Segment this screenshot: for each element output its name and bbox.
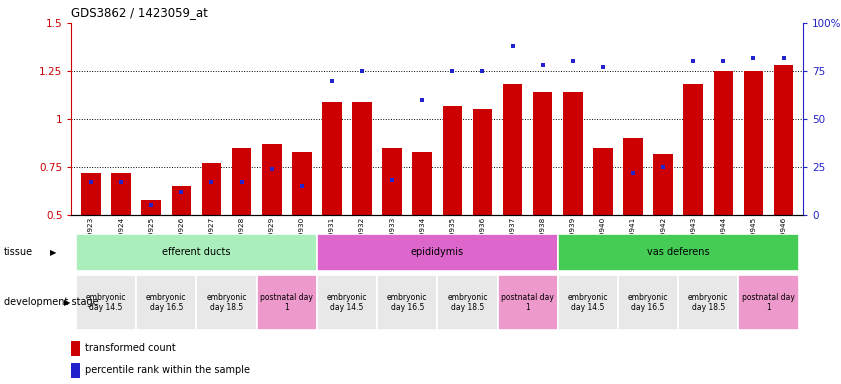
Bar (317, 234, 558, 271)
Point (204, 179, 218, 185)
Point (235, 179, 248, 185)
Bar (558, 234, 799, 271)
Text: postnatal day
1: postnatal day 1 (742, 293, 795, 312)
Text: embryonic
day 16.5: embryonic day 16.5 (146, 293, 187, 312)
Point (536, 62, 549, 68)
Point (657, 164, 670, 170)
Bar (503, 84, 522, 215)
Bar (71, 363, 80, 378)
Text: embryonic
day 18.5: embryonic day 18.5 (206, 293, 246, 312)
Point (747, 55, 760, 61)
Bar (197, 275, 257, 330)
Text: embryonic
day 14.5: embryonic day 14.5 (327, 293, 368, 312)
Point (84, 179, 98, 185)
Bar (713, 71, 733, 215)
Text: efferent ducts: efferent ducts (162, 247, 230, 258)
Bar (232, 148, 251, 215)
Bar (533, 92, 553, 215)
Text: ▶: ▶ (50, 248, 57, 257)
Bar (618, 275, 678, 330)
Point (145, 202, 158, 209)
Bar (412, 152, 432, 215)
Point (566, 58, 579, 65)
Bar (111, 173, 131, 215)
Text: embryonic
day 16.5: embryonic day 16.5 (628, 293, 669, 312)
Bar (76, 275, 136, 330)
Point (415, 97, 429, 103)
Bar (498, 275, 558, 330)
Bar (141, 200, 161, 215)
Point (385, 177, 399, 184)
Bar (684, 84, 703, 215)
Text: GDS3862 / 1423059_at: GDS3862 / 1423059_at (71, 5, 209, 18)
Bar (172, 186, 191, 215)
Text: transformed count: transformed count (85, 343, 176, 353)
Bar (738, 275, 799, 330)
Point (686, 58, 700, 65)
Bar (202, 163, 221, 215)
Bar (71, 341, 80, 356)
Bar (317, 275, 377, 330)
Bar (262, 144, 282, 215)
Point (717, 58, 730, 65)
Point (596, 64, 610, 70)
Point (627, 170, 640, 176)
Point (506, 43, 520, 49)
Point (114, 179, 128, 185)
Text: embryonic
day 18.5: embryonic day 18.5 (688, 293, 728, 312)
Bar (383, 148, 402, 215)
Point (355, 68, 368, 74)
Bar (352, 102, 372, 215)
Bar (76, 234, 317, 271)
Text: percentile rank within the sample: percentile rank within the sample (85, 366, 250, 376)
Bar (678, 275, 738, 330)
Bar (437, 275, 498, 330)
Bar (558, 275, 618, 330)
Point (325, 78, 339, 84)
Text: embryonic
day 14.5: embryonic day 14.5 (568, 293, 608, 312)
Bar (774, 65, 793, 215)
Point (446, 68, 459, 74)
Bar (743, 71, 764, 215)
Bar (653, 154, 673, 215)
Point (476, 68, 489, 74)
Bar (623, 138, 643, 215)
Bar (442, 106, 463, 215)
Bar (473, 109, 492, 215)
Point (295, 183, 309, 189)
Bar (82, 173, 101, 215)
Bar (292, 152, 312, 215)
Point (777, 55, 791, 61)
Point (175, 189, 188, 195)
Text: epididymis: epididymis (410, 247, 464, 258)
Bar (322, 102, 341, 215)
Bar (136, 275, 197, 330)
Bar (377, 275, 437, 330)
Text: vas deferens: vas deferens (647, 247, 710, 258)
Point (265, 166, 278, 172)
Text: development stage: development stage (4, 297, 99, 308)
Text: postnatal day
1: postnatal day 1 (261, 293, 313, 312)
Text: ▶: ▶ (64, 298, 71, 307)
Text: tissue: tissue (4, 247, 34, 258)
Bar (257, 275, 317, 330)
Text: embryonic
day 18.5: embryonic day 18.5 (447, 293, 488, 312)
Text: embryonic
day 14.5: embryonic day 14.5 (86, 293, 126, 312)
Bar (593, 148, 613, 215)
Text: embryonic
day 16.5: embryonic day 16.5 (387, 293, 427, 312)
Text: postnatal day
1: postnatal day 1 (501, 293, 554, 312)
Bar (563, 92, 583, 215)
